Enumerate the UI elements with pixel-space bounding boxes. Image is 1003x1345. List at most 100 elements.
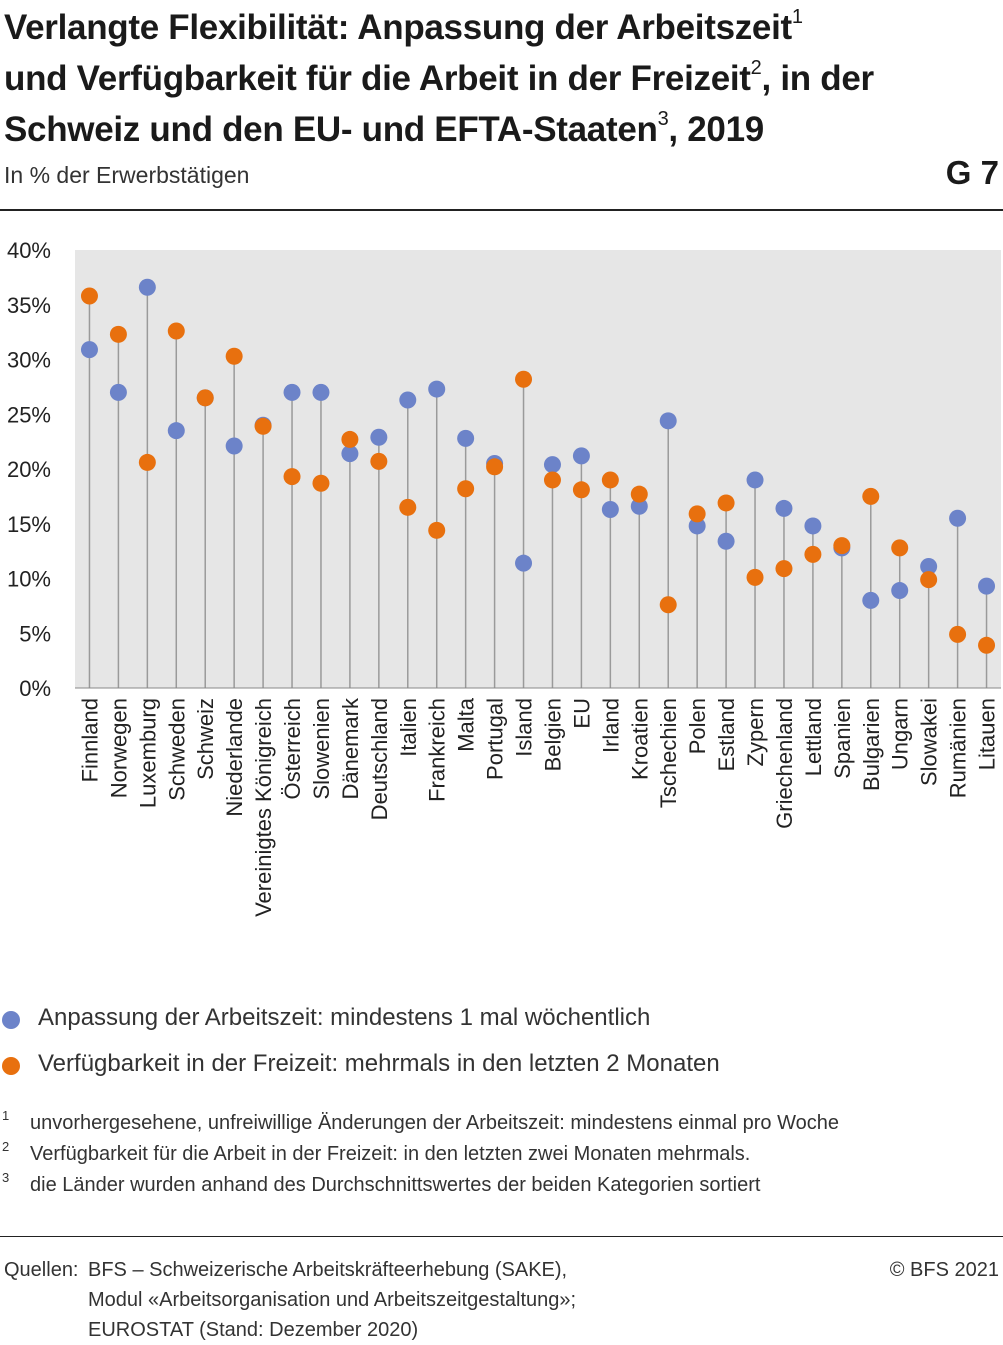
- legend-marker-orange: [2, 1057, 20, 1075]
- title-line-3: Schweiz und den EU- und EFTA-Staaten3, 2…: [4, 108, 764, 149]
- data-point-anpassung: [862, 591, 880, 609]
- data-point-verfuegbarkeit: [515, 370, 533, 388]
- y-tick-label: 10%: [7, 567, 51, 592]
- y-tick-label: 40%: [7, 238, 51, 263]
- data-point-anpassung: [428, 380, 446, 398]
- x-tick-label: EU: [569, 698, 594, 729]
- copyright: © BFS 2021: [889, 1259, 999, 1281]
- footnote-text: die Länder wurden anhand des Durchschnit…: [30, 1174, 761, 1196]
- data-point-verfuegbarkeit: [225, 347, 243, 365]
- footnote-text: unvorhergesehene, unfreiwillige Änderung…: [30, 1112, 839, 1134]
- data-point-verfuegbarkeit: [659, 596, 677, 614]
- x-tick-label: Luxemburg: [135, 698, 160, 808]
- title-line-2: und Verfügbarkeit für die Arbeit in der …: [4, 57, 874, 98]
- data-point-anpassung: [341, 445, 359, 463]
- data-point-anpassung: [978, 577, 996, 595]
- footer-divider: [0, 1236, 1003, 1237]
- data-point-verfuegbarkeit: [341, 430, 359, 448]
- data-point-verfuegbarkeit: [80, 287, 98, 305]
- graphic-number: G 7: [945, 154, 999, 191]
- y-tick-label: 25%: [7, 402, 51, 427]
- dot-plot-chart: 0% 5% 10% 15% 20% 25% 30% 35% 40% Finnland Norwege…: [7, 238, 1001, 917]
- x-tick-label: Norwegen: [106, 698, 131, 798]
- y-tick-label: 30%: [7, 348, 51, 373]
- data-point-verfuegbarkeit: [254, 417, 272, 435]
- legend-label-verfuegbarkeit: Verfügbarkeit in der Freizeit: mehrmals …: [38, 1050, 720, 1077]
- data-point-anpassung: [543, 456, 561, 474]
- data-point-anpassung: [717, 532, 735, 550]
- x-tick-label: Italien: [396, 698, 421, 757]
- x-tick-label: Malta: [454, 697, 479, 752]
- legend-marker-blue: [2, 1011, 20, 1029]
- data-point-verfuegbarkeit: [428, 521, 446, 539]
- x-tick-label: Rumänien: [946, 698, 971, 798]
- data-point-anpassung: [949, 509, 967, 527]
- y-tick-label: 35%: [7, 293, 51, 318]
- header-divider: [0, 209, 1003, 211]
- y-tick-label: 20%: [7, 457, 51, 482]
- x-tick-label: Spanien: [830, 698, 855, 779]
- data-point-anpassung: [370, 428, 388, 446]
- x-tick-label: Frankreich: [425, 698, 450, 802]
- x-tick-label: Tschechien: [656, 698, 681, 808]
- x-tick-label: Belgien: [540, 698, 565, 771]
- data-point-anpassung: [891, 582, 909, 600]
- data-point-anpassung: [138, 278, 156, 296]
- data-point-verfuegbarkeit: [601, 471, 619, 489]
- data-point-anpassung: [312, 383, 330, 401]
- data-point-anpassung: [457, 429, 475, 447]
- source-label: Quellen:: [4, 1259, 79, 1281]
- chart-title: Verlangte Flexibilität: Anpassung der Ar…: [4, 2, 994, 155]
- x-tick-label: Island: [512, 698, 537, 757]
- title-footnote-ref-1: 1: [791, 6, 803, 28]
- x-tick-label: Bulgarien: [859, 698, 884, 791]
- source-lines: BFS – Schweizerische Arbeitskräfteerhebu…: [88, 1255, 576, 1345]
- y-tick-label: 15%: [7, 512, 51, 537]
- x-tick-label: Polen: [685, 698, 710, 754]
- legend-label-anpassung: Anpassung der Arbeitszeit: mindestens 1 …: [38, 1004, 651, 1031]
- data-point-verfuegbarkeit: [920, 571, 938, 589]
- x-tick-label: Schweden: [164, 698, 189, 801]
- data-point-anpassung: [399, 391, 417, 409]
- x-tick-label: Finnland: [77, 698, 102, 782]
- x-tick-label: Slowenien: [309, 698, 334, 800]
- x-tick-label: Kroatien: [627, 698, 652, 780]
- data-point-anpassung: [630, 497, 648, 515]
- source-line: EUROSTAT (Stand: Dezember 2020): [88, 1319, 419, 1341]
- x-tick-label: Österreich: [280, 698, 305, 799]
- data-point-anpassung: [572, 447, 590, 465]
- data-point-verfuegbarkeit: [862, 487, 880, 505]
- x-tick-label: Irland: [598, 698, 623, 753]
- title-footnote-ref-2: 2: [750, 57, 762, 79]
- x-tick-label: Lettland: [801, 698, 826, 776]
- data-point-verfuegbarkeit: [746, 568, 764, 586]
- data-point-verfuegbarkeit: [138, 453, 156, 471]
- x-tick-label: Zypern: [743, 698, 768, 766]
- x-tick-label: Deutschland: [367, 698, 392, 820]
- x-tick-label: Niederlande: [222, 698, 247, 817]
- x-tick-label: Vereinigtes Königreich: [251, 698, 276, 917]
- data-point-verfuegbarkeit: [283, 468, 301, 486]
- source-line: BFS – Schweizerische Arbeitskräfteerhebu…: [88, 1259, 568, 1281]
- data-point-anpassung: [746, 471, 764, 489]
- data-point-verfuegbarkeit: [978, 636, 996, 654]
- data-point-anpassung: [167, 422, 185, 440]
- x-tick-label: Portugal: [483, 698, 508, 780]
- data-point-verfuegbarkeit: [804, 545, 822, 563]
- y-tick-label: 5%: [19, 621, 51, 646]
- source-line: Modul «Arbeitsorganisation und Arbeitsze…: [88, 1289, 577, 1311]
- data-point-verfuegbarkeit: [775, 560, 793, 578]
- title-line-1: Verlangte Flexibilität: Anpassung der Ar…: [4, 6, 803, 47]
- x-tick-label: Litauen: [975, 698, 1000, 770]
- data-point-verfuegbarkeit: [457, 480, 475, 498]
- data-point-verfuegbarkeit: [109, 325, 127, 343]
- data-point-anpassung: [283, 383, 301, 401]
- data-point-anpassung: [80, 341, 98, 359]
- title-footnote-ref-3: 3: [657, 108, 669, 130]
- data-point-anpassung: [804, 517, 822, 535]
- y-tick-label: 0%: [19, 676, 51, 701]
- plot-background: [75, 250, 1001, 688]
- footnote-text: Verfügbarkeit für die Arbeit in der Frei…: [30, 1143, 751, 1165]
- data-point-anpassung: [515, 554, 533, 572]
- footnote-number: 3: [2, 1170, 10, 1185]
